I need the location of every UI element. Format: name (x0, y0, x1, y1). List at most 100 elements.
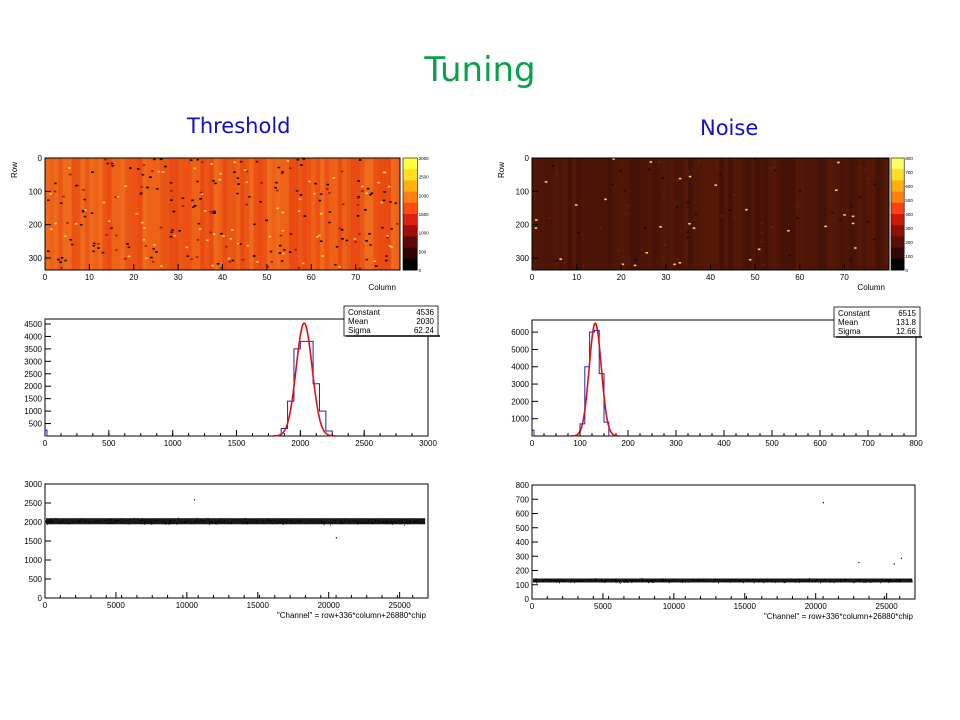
scatter-point (662, 580, 664, 582)
scatter-point (68, 523, 70, 525)
scatter-point (224, 521, 226, 523)
scatter-point (227, 521, 228, 523)
scatter-point (74, 522, 76, 524)
scatter-point (620, 580, 622, 581)
heatmap-pixel (720, 215, 724, 217)
scatter-point (215, 522, 217, 524)
heatmap-pixel (661, 177, 665, 179)
scatter-point (424, 523, 425, 525)
scatter-point (105, 521, 107, 523)
scatter-point (726, 580, 728, 582)
x-tick-label: 30 (174, 273, 183, 282)
heatmap-column (258, 158, 263, 270)
heatmap-column (93, 158, 99, 270)
heatmap-column (746, 158, 751, 270)
scatter-point (59, 521, 61, 523)
scatter-point (309, 521, 311, 523)
heatmap-column (173, 158, 179, 270)
heatmap-pixel (83, 215, 87, 218)
scatter-point (395, 519, 397, 521)
scatter-point (321, 519, 323, 521)
heatmap-pixel (265, 219, 268, 222)
scatter-point (250, 522, 252, 524)
scatter-point (606, 580, 608, 581)
x-tick-label: 2000 (291, 439, 309, 448)
scatter-point (614, 578, 616, 580)
heatmap-pixel (152, 248, 155, 250)
heatmap-pixel (373, 260, 377, 263)
scatter-point (145, 519, 147, 521)
heatmap-pixel (49, 228, 53, 230)
scatter-point (908, 581, 909, 582)
scatter-point (419, 521, 421, 523)
scatter-point (858, 581, 860, 583)
scatter-point (813, 580, 815, 582)
y-tick-label: 3000 (24, 357, 42, 366)
heatmap-pixel (68, 173, 72, 176)
heatmap-pixel (192, 206, 195, 208)
heatmap-pixel (241, 258, 245, 261)
heatmap-pixel (74, 184, 78, 187)
fit-stats-label: Constant (838, 309, 871, 318)
heatmap-pixel (353, 238, 357, 240)
heatmap-column (795, 158, 800, 270)
scatter-point (885, 579, 887, 581)
x-tick-label: 200 (621, 439, 635, 448)
scatter-point (790, 580, 792, 582)
heatmap-pixel (170, 199, 173, 202)
scatter-point (69, 523, 71, 525)
heatmap-pixel (84, 209, 87, 211)
x-tick-label: 60 (307, 273, 316, 282)
scatter-point (184, 521, 186, 523)
scatter-point (833, 582, 835, 584)
scatter-point (641, 577, 643, 579)
scatter-point (195, 520, 197, 521)
scatter-point (49, 518, 51, 520)
scatter-point (142, 519, 144, 521)
heatmap-column (639, 158, 644, 270)
heatmap-pixel (220, 266, 223, 269)
heatmap-pixel (268, 235, 272, 238)
scatter-point (176, 523, 178, 525)
scatter-point (383, 521, 384, 523)
heatmap-pixel (297, 266, 301, 269)
scatter-point (120, 518, 122, 520)
heatmap-column (808, 158, 814, 270)
scatter-point (694, 580, 696, 582)
colorbar-segment (403, 202, 418, 215)
scatter-point (874, 581, 876, 583)
heatmap-pixel (211, 212, 215, 214)
x-tick-label: 600 (813, 439, 827, 448)
scatter-point (553, 580, 555, 582)
scatter-point (618, 580, 620, 582)
heatmap-column (737, 158, 742, 270)
scatter-point (533, 581, 535, 583)
heatmap-pixel (68, 167, 71, 169)
scatter-point (550, 581, 552, 583)
scatter-point (418, 520, 420, 522)
heatmap-pixel (697, 160, 701, 163)
scatter-point (193, 523, 195, 525)
scatter-point (307, 520, 309, 522)
scatter-point (343, 523, 345, 525)
scatter-point (632, 579, 634, 581)
heatmap-pixel (645, 251, 649, 254)
heatmap-column (102, 158, 108, 270)
colorbar-tick-label: 300 (905, 226, 913, 231)
scatter-point (341, 521, 343, 523)
heatmap-column (76, 158, 81, 270)
scatter-point (257, 522, 259, 524)
heatmap-pixel (161, 171, 165, 173)
scatter-point (76, 520, 78, 522)
colorbar-frame (890, 157, 905, 271)
scatter-point (704, 578, 706, 580)
scatter-point (150, 522, 152, 524)
heatmap-pixel (233, 171, 236, 173)
heatmap-pixel (617, 249, 620, 252)
scatter-point (419, 522, 420, 524)
scatter-point (712, 581, 714, 583)
scatter-point (373, 523, 375, 524)
scatter-point (231, 521, 233, 523)
heatmap-column (235, 158, 241, 270)
heatmap-pixel (824, 225, 827, 228)
